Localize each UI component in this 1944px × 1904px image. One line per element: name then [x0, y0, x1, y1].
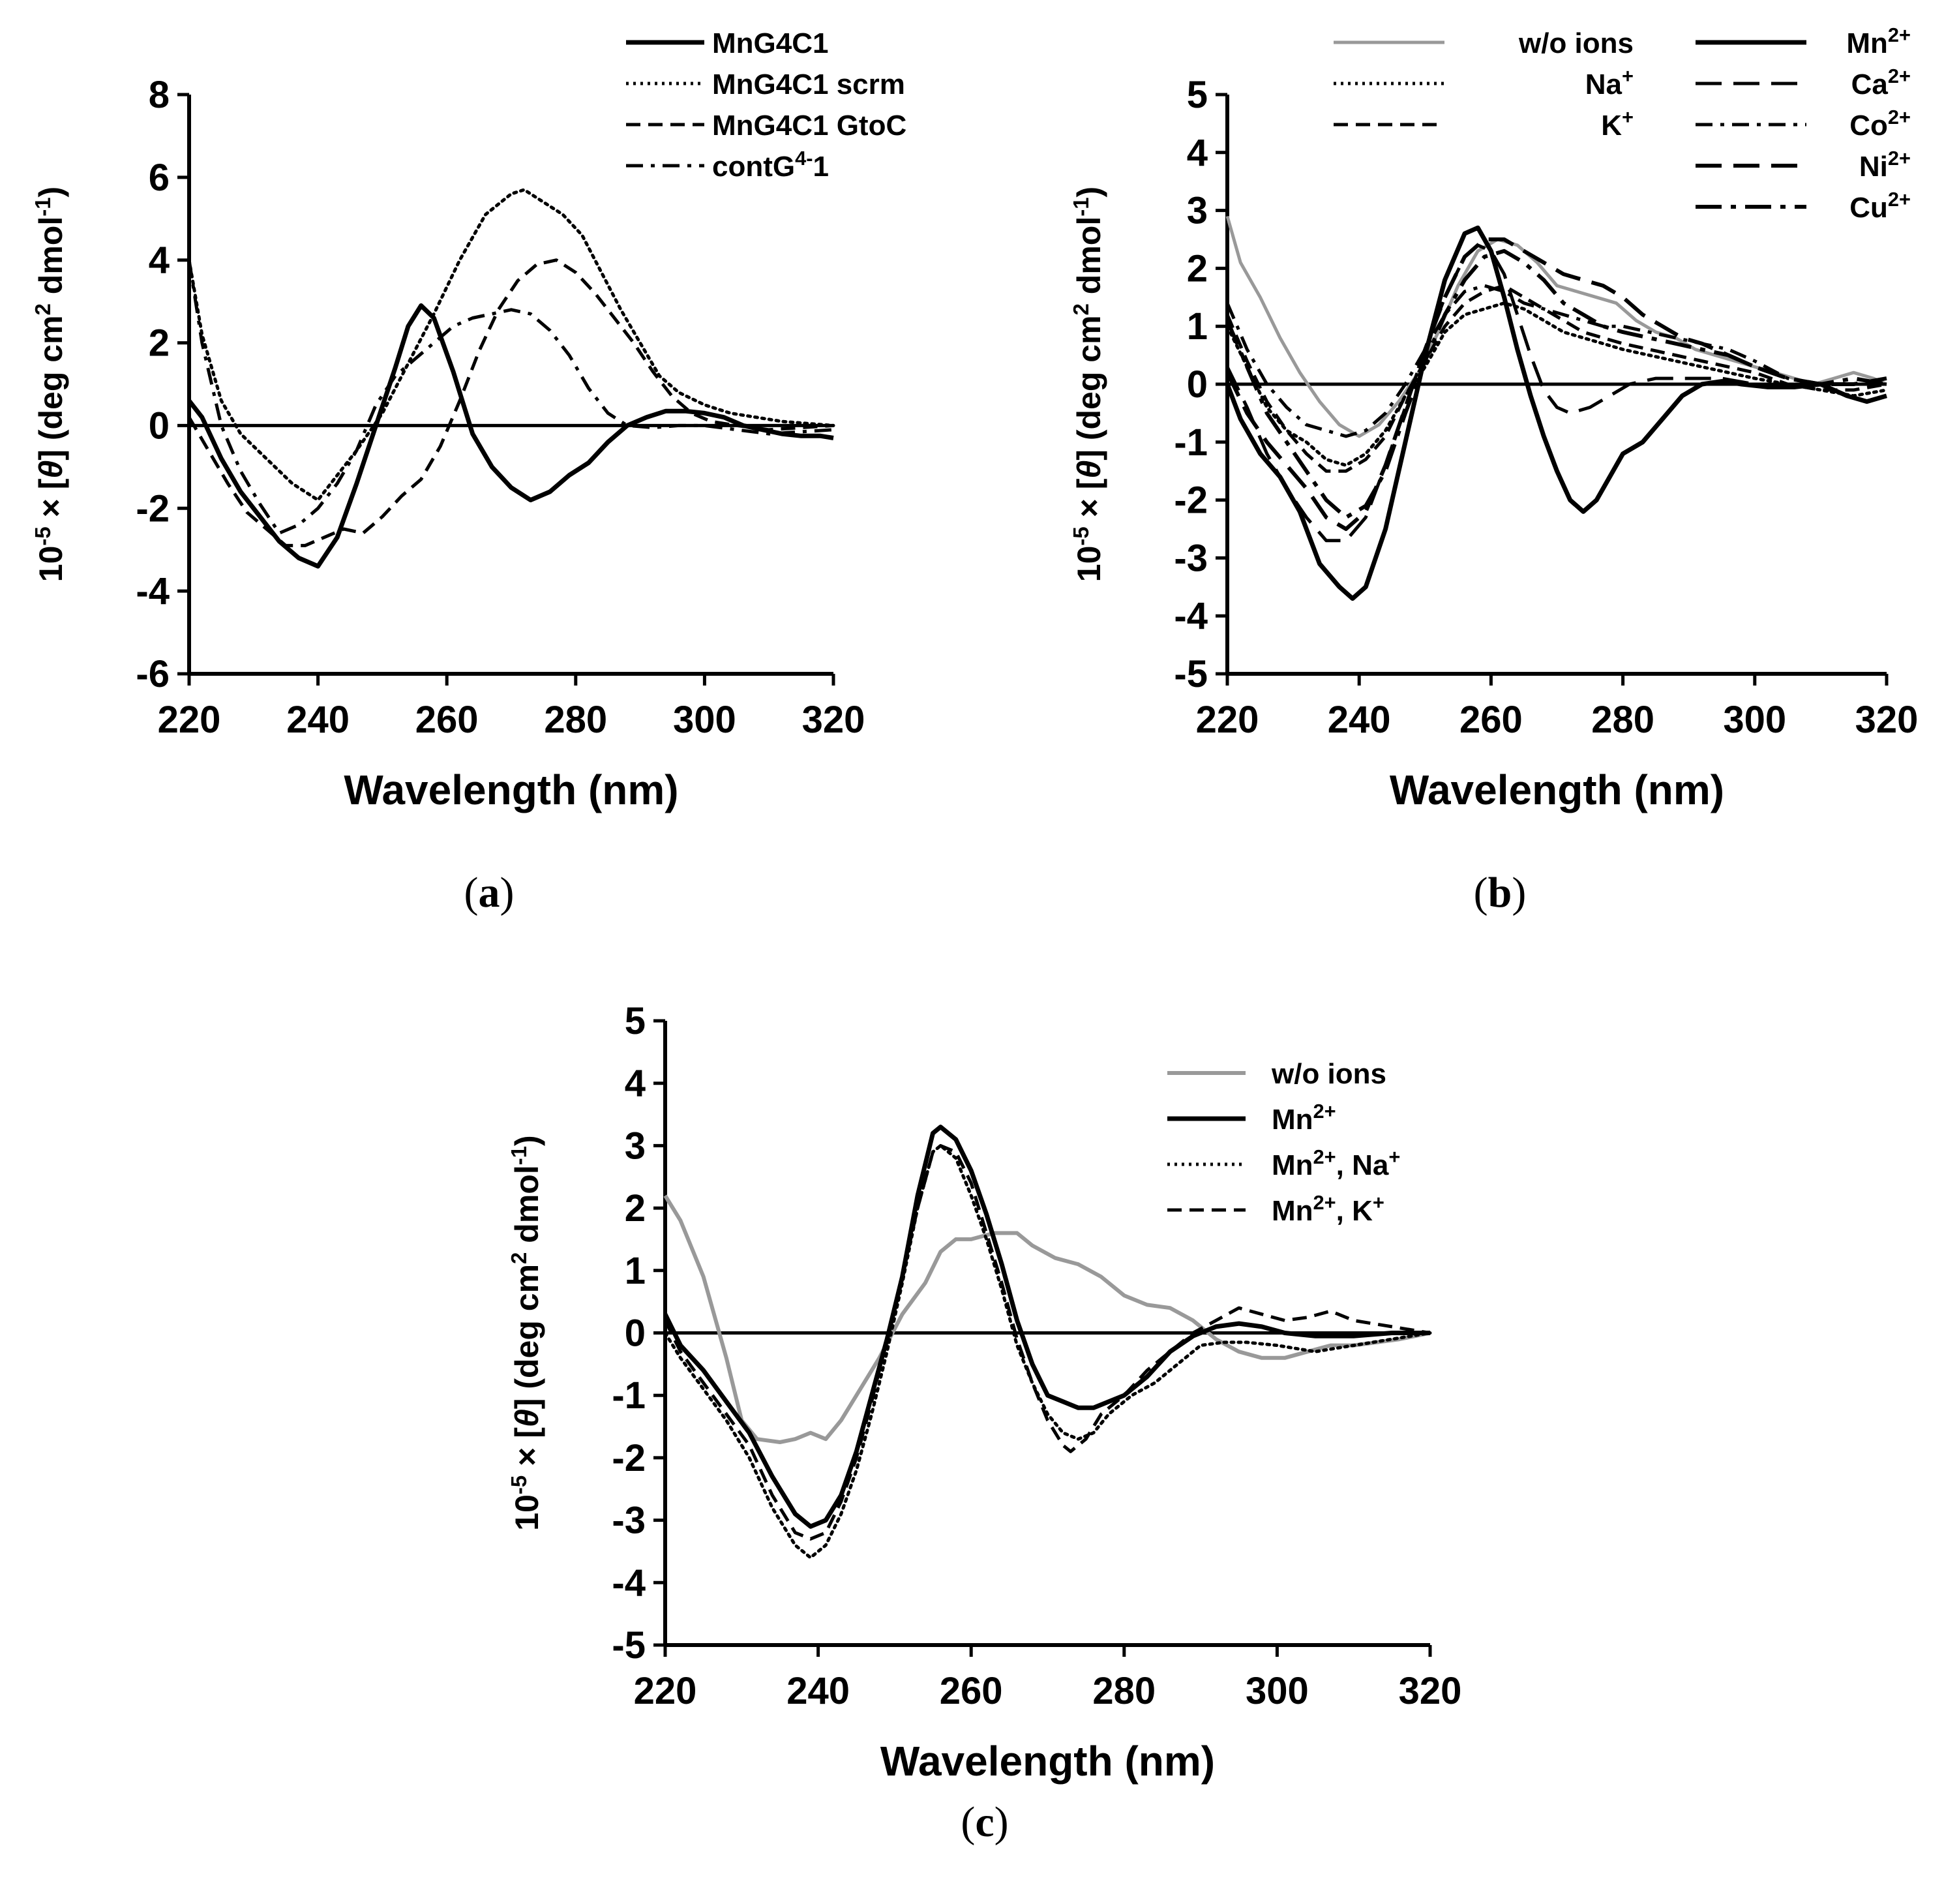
series-line-co2-	[1225, 284, 1887, 438]
y-tick-label: -2	[136, 487, 170, 530]
x-tick-label: 320	[1855, 699, 1919, 741]
legend-label: MnG4C1	[712, 27, 828, 59]
legend-label: w/o ions	[1518, 27, 1634, 59]
series-line-mng4c1	[187, 303, 834, 569]
y-axis-title: 10-5 × [θ] (deg cm2 dmol-1)	[507, 1135, 546, 1530]
y-tick-label: 2	[149, 322, 170, 365]
x-tick-label: 240	[786, 1670, 850, 1712]
legend-label: Cu2+	[1849, 188, 1911, 224]
legend-label: MnG4C1 GtoC	[712, 110, 906, 142]
y-tick-label: 8	[149, 74, 170, 116]
panel-b: -5 -4 -3 -2 -1 0 1 2 3 4 5 220 240 260 280 300 320 Wavele…	[1069, 23, 1919, 917]
y-tick-label: 1	[1187, 305, 1208, 348]
x-tick-label: 220	[158, 699, 221, 741]
y-axis-title: 10-5 × [θ] (deg cm2 dmol-1)	[31, 187, 70, 582]
x-tick-label: 240	[286, 699, 350, 741]
x-axis-title: Wavelength (nm)	[880, 1738, 1215, 1785]
x-tick-label: 280	[1591, 699, 1654, 741]
y-tick-label: 3	[625, 1125, 646, 1167]
legend: w/o ions Na+ K+ Mn2+ Ca2+ Co2+ Ni2+ Cu2+	[1334, 23, 1911, 224]
legend-label: Na+	[1585, 65, 1634, 101]
y-tick-label: -5	[1174, 653, 1208, 695]
y-tick-label: -6	[136, 653, 170, 695]
y-tick-label: 4	[149, 239, 170, 282]
y-tick-label: 6	[149, 157, 170, 199]
x-tick-label: 300	[673, 699, 736, 741]
legend-label: Mn2+, Na+	[1272, 1145, 1400, 1182]
y-tick-label: -4	[612, 1562, 646, 1604]
y-tick-label: 4	[625, 1063, 646, 1105]
series-line-mn2-	[663, 1125, 1430, 1529]
x-tick-label: 240	[1328, 699, 1391, 741]
panel-label: (b)	[1474, 869, 1527, 916]
x-tick-label: 320	[802, 699, 865, 741]
series-line-mng4c1-gtoc	[187, 258, 834, 547]
y-tick-label: -3	[1174, 537, 1208, 579]
y-tick-label: -2	[612, 1437, 646, 1479]
y-tick-label: 1	[625, 1250, 646, 1292]
legend-label: K+	[1601, 106, 1634, 142]
x-tick-label: 260	[940, 1670, 1003, 1712]
y-tick-label: 3	[1187, 190, 1208, 232]
x-tick-label: 280	[544, 699, 607, 741]
panel-label: (c)	[961, 1798, 1008, 1846]
legend-label: Ni2+	[1859, 147, 1911, 183]
y-tick-label: 4	[1187, 132, 1208, 174]
series-line-mn2-	[1225, 225, 1887, 601]
x-tick-label: 220	[1196, 699, 1259, 741]
panel-c: -5 -4 -3 -2 -1 0 1 2 3 4 5 220 240 260 280 300 320 Wavele…	[507, 1000, 1462, 1846]
legend-label: contG4-1	[712, 147, 829, 183]
y-tick-label: 2	[625, 1187, 646, 1230]
x-tick-label: 280	[1092, 1670, 1156, 1712]
y-tick-label: 2	[1187, 247, 1208, 290]
panel-a: -6 -4 -2 0 2 4 6 8 220 240 260 280 300 320 Wavelength …	[31, 27, 907, 916]
series-line-mng4c1-scrm	[187, 188, 835, 502]
y-tick-label: -4	[1174, 595, 1208, 637]
y-tick-label: -5	[612, 1624, 646, 1667]
y-tick-label: 0	[149, 404, 170, 447]
y-axis-title: 10-5 × [θ] (deg cm2 dmol-1)	[1069, 187, 1108, 582]
legend-label: Mn2+, K+	[1272, 1191, 1384, 1228]
y-tick-label: 0	[1187, 363, 1208, 406]
x-tick-label: 260	[415, 699, 479, 741]
series-line-cu2-	[1225, 249, 1887, 520]
x-tick-label: 300	[1246, 1670, 1309, 1712]
legend-label: w/o ions	[1271, 1058, 1386, 1090]
legend-label: Mn2+	[1272, 1100, 1336, 1136]
series-line-w-o-ions	[663, 1194, 1431, 1444]
x-axis-title: Wavelength (nm)	[344, 766, 678, 813]
y-tick-label: -4	[136, 570, 170, 612]
legend: MnG4C1 MnG4C1 scrm MnG4C1 GtoC contG4-1	[626, 27, 906, 183]
series-line-contg4-1	[187, 260, 834, 535]
legend-label: Co2+	[1849, 106, 1911, 142]
series-line-k-	[1225, 284, 1887, 473]
x-tick-label: 300	[1723, 699, 1786, 741]
legend: w/o ions Mn2+ Mn2+, Na+ Mn2+, K+	[1167, 1058, 1400, 1227]
legend-label: Ca2+	[1851, 65, 1911, 101]
y-tick-label: -1	[1174, 421, 1208, 464]
x-axis-title: Wavelength (nm)	[1390, 766, 1724, 813]
x-tick-label: 220	[634, 1670, 697, 1712]
legend-label: Mn2+	[1846, 23, 1911, 60]
y-tick-label: -3	[612, 1500, 646, 1542]
y-tick-label: 0	[625, 1312, 646, 1355]
y-tick-label: -2	[1174, 479, 1208, 522]
y-tick-label: 5	[625, 1000, 646, 1042]
legend-label: MnG4C1 scrm	[712, 68, 905, 100]
y-tick-label: -1	[612, 1374, 646, 1417]
x-tick-label: 260	[1459, 699, 1523, 741]
panel-label: (a)	[464, 869, 515, 916]
series-line-mn2-k-	[663, 1143, 1431, 1541]
y-tick-label: 5	[1187, 74, 1208, 116]
x-tick-label: 320	[1399, 1670, 1462, 1712]
series-line-mn2-na-	[663, 1143, 1432, 1560]
